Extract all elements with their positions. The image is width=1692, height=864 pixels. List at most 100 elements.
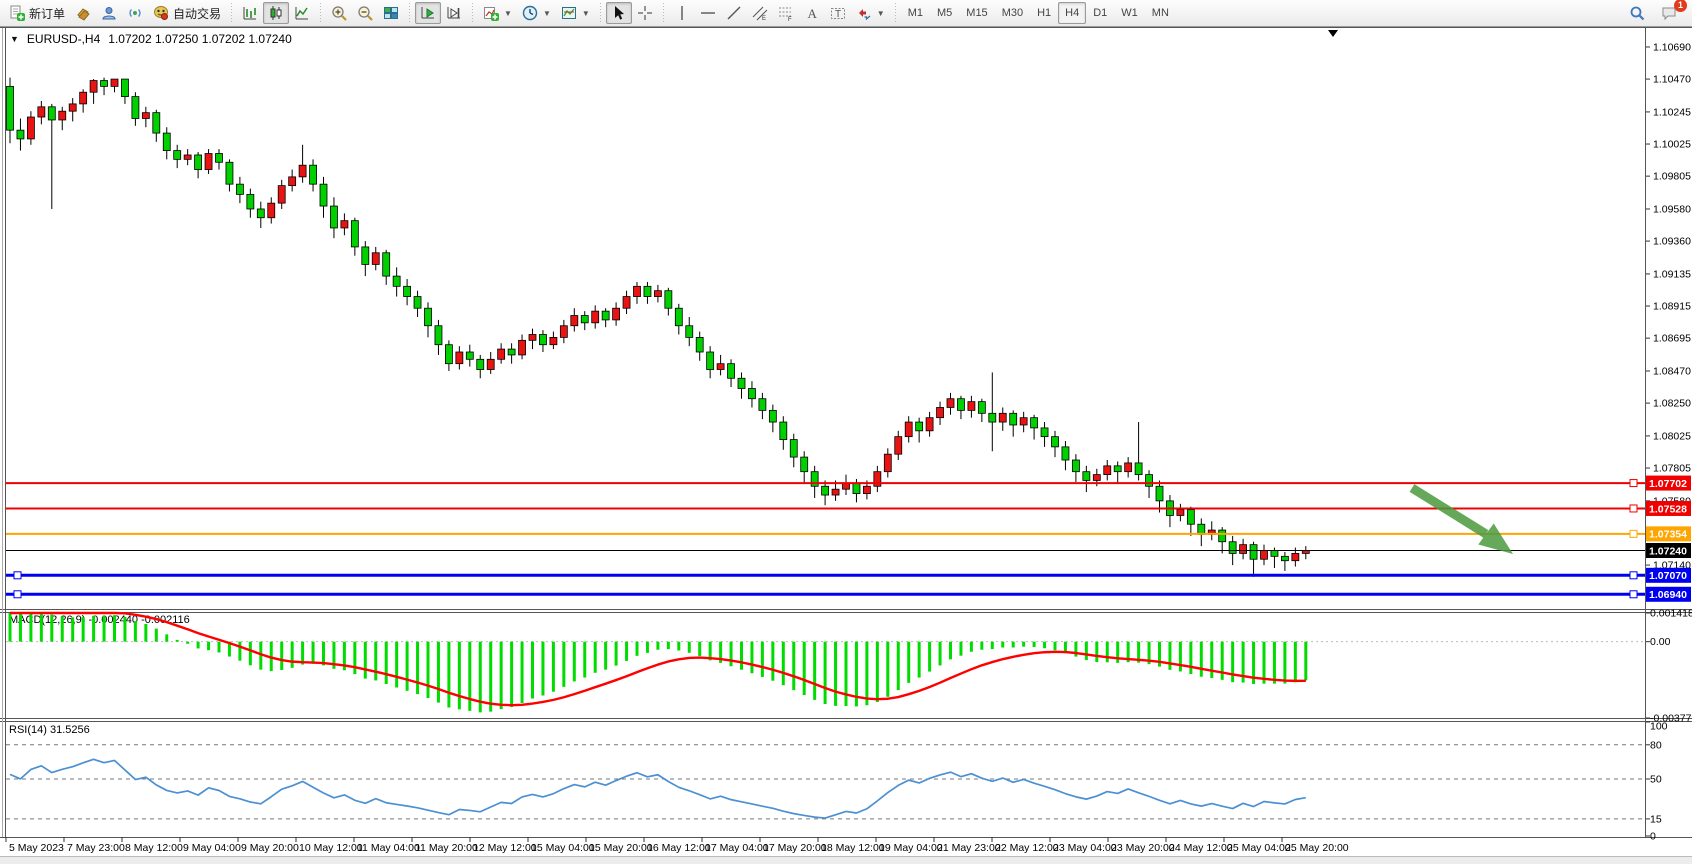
notes-button[interactable] bbox=[70, 2, 96, 24]
new-order-button[interactable]: 新订单 bbox=[4, 2, 70, 24]
fibonacci-tool-button[interactable]: F bbox=[773, 2, 799, 24]
timeframe-h4-button[interactable]: H4 bbox=[1058, 2, 1087, 24]
indicators-button[interactable]: ▼ bbox=[478, 2, 517, 24]
trendline-tool-button[interactable] bbox=[721, 2, 747, 24]
horizontal-lines: 1.07702 1.07528 1.07354 1.07070 1.06940 bbox=[6, 475, 1691, 602]
chart-ohlc-label: 1.07202 1.07250 1.07202 1.07240 bbox=[108, 32, 292, 46]
timeframe-m30-button[interactable]: M30 bbox=[1001, 7, 1024, 19]
macd-axis: 0.001418 0.00 -0.003777 bbox=[1646, 608, 1692, 725]
autotrade-robot-icon bbox=[153, 5, 169, 21]
rsi-axis: 100 80 50 15 0 bbox=[1646, 721, 1668, 843]
arrows-tool-button[interactable]: ▼ bbox=[851, 2, 890, 24]
bar-chart-mode-button[interactable] bbox=[237, 2, 263, 24]
svg-text:1.08470: 1.08470 bbox=[1653, 365, 1691, 377]
toolbar-separator bbox=[469, 3, 477, 23]
chart-shift-marker bbox=[1328, 30, 1338, 37]
candlestick-mode-button[interactable] bbox=[263, 2, 290, 24]
autotrade-button[interactable]: 自动交易 bbox=[148, 2, 226, 24]
indicator-levels bbox=[6, 641, 1645, 820]
svg-text:1.10025: 1.10025 bbox=[1653, 139, 1691, 151]
zoom-in-button[interactable] bbox=[326, 2, 352, 24]
templates-button[interactable]: ▼ bbox=[556, 2, 595, 24]
gold-notes-icon bbox=[75, 5, 91, 21]
timeframe-m1-button[interactable]: M1 bbox=[907, 7, 923, 19]
equidistant-channel-icon: E bbox=[752, 5, 768, 21]
periods-button[interactable]: ▼ bbox=[517, 2, 556, 24]
rsi-indicator-label: RSI(14) 31.5256 bbox=[9, 724, 90, 736]
current-price-line: 1.07240 bbox=[6, 542, 1691, 558]
svg-text:9 May 04:00: 9 May 04:00 bbox=[183, 842, 241, 854]
text-a-icon: A bbox=[804, 5, 820, 21]
line-chart-mode-button[interactable] bbox=[289, 2, 315, 24]
svg-text:21 May 23:00: 21 May 23:00 bbox=[937, 842, 1001, 854]
trend-arrow-annotation[interactable] bbox=[1409, 484, 1513, 554]
svg-text:25 May 04:00: 25 May 04:00 bbox=[1227, 842, 1291, 854]
zoom-out-icon bbox=[357, 5, 373, 21]
svg-text:22 May 12:00: 22 May 12:00 bbox=[995, 842, 1059, 854]
toolbar-separator bbox=[596, 3, 604, 23]
svg-text:5 May 2023: 5 May 2023 bbox=[9, 842, 64, 854]
indicators-icon bbox=[483, 5, 500, 21]
timeframe-d1-button[interactable]: D1 bbox=[1093, 7, 1108, 19]
notifications-button[interactable]: 1 bbox=[1656, 0, 1687, 24]
timeframe-w1-button[interactable]: W1 bbox=[1121, 7, 1138, 19]
toolbar-separator bbox=[317, 3, 325, 23]
cursor-tool-button[interactable] bbox=[605, 2, 632, 24]
auto-scroll-icon bbox=[420, 5, 436, 21]
svg-text:1.07805: 1.07805 bbox=[1653, 463, 1691, 475]
signals-button[interactable] bbox=[122, 2, 148, 24]
svg-text:0.00: 0.00 bbox=[1650, 636, 1671, 648]
svg-text:100: 100 bbox=[1650, 721, 1668, 733]
price-axis: 1.10690 1.10470 1.10245 1.10025 1.09805 1.095… bbox=[1646, 41, 1691, 572]
svg-text:11 May 20:00: 11 May 20:00 bbox=[415, 842, 478, 854]
text-tool-button[interactable]: A bbox=[799, 2, 825, 24]
toolbar-separator bbox=[891, 3, 899, 23]
svg-text:15: 15 bbox=[1650, 813, 1662, 825]
timeframe-mn-button[interactable]: MN bbox=[1151, 7, 1169, 19]
community-button[interactable] bbox=[96, 2, 122, 24]
auto-scroll-button[interactable] bbox=[415, 2, 442, 24]
new-order-label: 新订单 bbox=[29, 6, 66, 21]
svg-text:1.09580: 1.09580 bbox=[1653, 203, 1691, 215]
zoom-out-button[interactable] bbox=[352, 2, 378, 24]
svg-text:24 May 12:00: 24 May 12:00 bbox=[1169, 842, 1233, 854]
horizontal-line-tool-button[interactable] bbox=[695, 2, 721, 24]
text-label-tool-button[interactable]: T bbox=[825, 2, 851, 24]
svg-text:15 May 04:00: 15 May 04:00 bbox=[531, 842, 595, 854]
search-button[interactable] bbox=[1624, 2, 1650, 24]
svg-text:23 May 04:00: 23 May 04:00 bbox=[1053, 842, 1117, 854]
one-click-trading-arrow-icon[interactable]: ▼ bbox=[10, 34, 19, 44]
svg-text:80: 80 bbox=[1650, 739, 1662, 751]
dropdown-caret-icon: ▼ bbox=[542, 8, 551, 18]
svg-text:1.10690: 1.10690 bbox=[1653, 41, 1691, 53]
arrow-objects-icon bbox=[856, 5, 872, 21]
svg-text:25 May 20:00: 25 May 20:00 bbox=[1285, 842, 1349, 854]
tile-windows-button[interactable] bbox=[378, 2, 404, 24]
svg-text:8 May 12:00: 8 May 12:00 bbox=[125, 842, 183, 854]
vertical-line-tool-button[interactable] bbox=[669, 2, 695, 24]
svg-text:1.07070: 1.07070 bbox=[1649, 570, 1687, 582]
tile-windows-icon bbox=[383, 5, 399, 21]
svg-text:10 May 12:00: 10 May 12:00 bbox=[299, 842, 363, 854]
rsi-pane bbox=[9, 758, 1306, 819]
fibonacci-icon: F bbox=[778, 5, 794, 21]
svg-text:1.08915: 1.08915 bbox=[1653, 301, 1691, 313]
chart-canvas[interactable]: 1.10690 1.10470 1.10245 1.10025 1.09805 1.095… bbox=[0, 27, 1692, 864]
svg-text:-0.003777: -0.003777 bbox=[1650, 713, 1692, 725]
timeframe-m15-button[interactable]: M15 bbox=[966, 7, 988, 19]
toolbar-right-group: 1 bbox=[1624, 0, 1688, 24]
autotrade-label: 自动交易 bbox=[173, 6, 222, 21]
chart-shift-button[interactable] bbox=[441, 2, 467, 24]
svg-text:T: T bbox=[835, 9, 841, 20]
svg-text:50: 50 bbox=[1650, 774, 1662, 786]
dropdown-caret-icon: ▼ bbox=[504, 8, 512, 18]
svg-text:0: 0 bbox=[1650, 831, 1656, 843]
chart-symbol-label: EURUSD-,H4 bbox=[26, 32, 101, 46]
chart-window[interactable]: ▼ EURUSD-,H4 1.07202 1.07250 1.07202 1.0… bbox=[0, 27, 1692, 864]
svg-text:1.09805: 1.09805 bbox=[1653, 171, 1691, 183]
svg-text:1.07240: 1.07240 bbox=[1649, 545, 1687, 557]
crosshair-tool-button[interactable] bbox=[632, 2, 658, 24]
timeframe-m5-button[interactable]: M5 bbox=[937, 7, 953, 19]
channel-tool-button[interactable]: E bbox=[747, 2, 773, 24]
timeframe-h1-button[interactable]: H1 bbox=[1037, 7, 1052, 19]
